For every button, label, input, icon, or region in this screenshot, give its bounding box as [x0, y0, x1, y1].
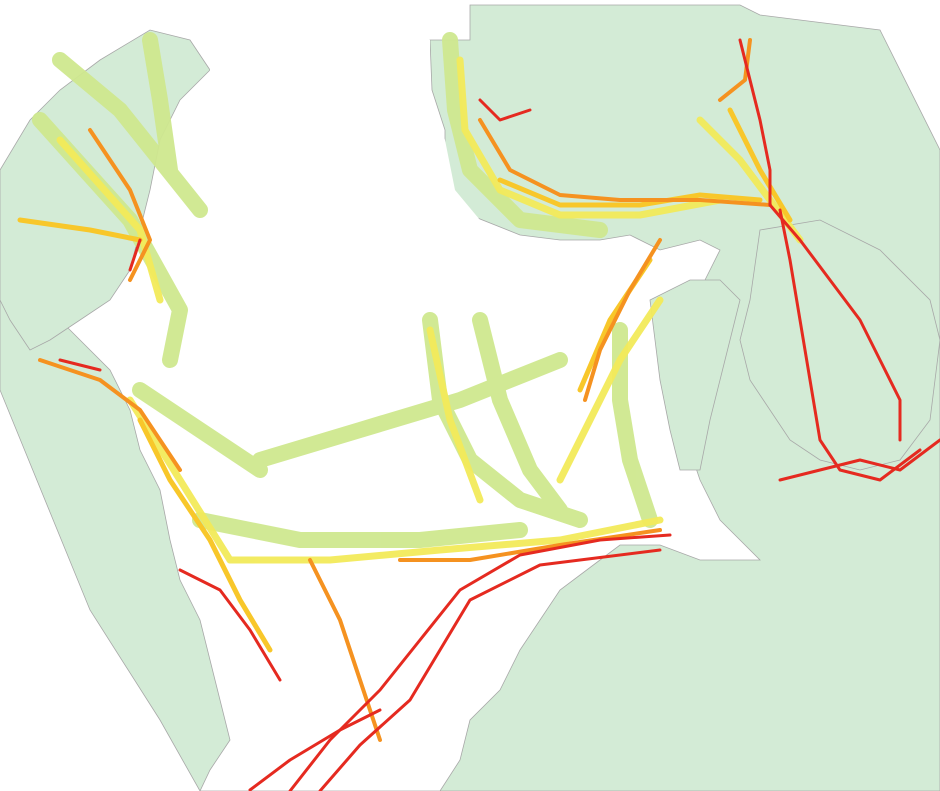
- route-ml-2: [456, 56, 724, 219]
- route-vh-5: [768, 203, 902, 442]
- density-high: [38, 38, 772, 742]
- route-h-3: [38, 358, 182, 472]
- route-h-6: [718, 38, 752, 102]
- route-ml-3: [226, 516, 664, 564]
- route-ml-6: [426, 326, 484, 504]
- route-h-5: [308, 558, 382, 742]
- route-ml-1: [56, 136, 164, 304]
- route-low-6: [192, 512, 528, 548]
- route-low-10: [132, 382, 268, 478]
- route-ml-4: [126, 396, 234, 564]
- route-vh-6: [778, 208, 922, 482]
- route-ml-7: [696, 116, 804, 244]
- route-vh-10: [58, 358, 102, 372]
- route-h-7: [398, 528, 662, 562]
- route-low-3: [142, 32, 178, 178]
- route-m-1: [17, 217, 143, 243]
- route-ml-5: [556, 296, 664, 484]
- route-m-3: [137, 417, 273, 653]
- land-islands: [739, 219, 940, 471]
- route-vh-9: [128, 238, 142, 272]
- route-vh-7: [738, 38, 772, 207]
- route-h-1: [88, 128, 152, 282]
- route-low-4: [442, 32, 608, 238]
- route-vh-2: [318, 548, 662, 791]
- route-low-7: [472, 312, 568, 518]
- route-m-2: [497, 177, 763, 208]
- density-very-high: [58, 38, 940, 791]
- route-low-9: [252, 352, 568, 468]
- route-vh-4: [178, 568, 282, 682]
- route-vh-11: [778, 438, 940, 482]
- route-h-4: [583, 238, 662, 402]
- density-medium-low: [56, 56, 804, 564]
- land-peninsula: [649, 279, 741, 471]
- route-vh-8: [478, 98, 532, 122]
- route-low-2: [52, 52, 208, 218]
- route-h-2: [478, 118, 772, 207]
- vessel-traffic-density-layer: [17, 32, 940, 791]
- route-vh-3: [248, 708, 382, 791]
- route-m-5: [727, 107, 793, 223]
